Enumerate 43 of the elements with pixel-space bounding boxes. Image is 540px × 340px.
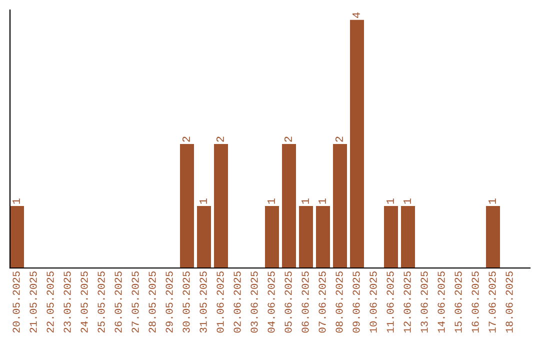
x-tick-label: 17.06.2025 [488,271,496,333]
x-tick-label: 10.06.2025 [370,271,377,333]
x-tick-label: 05.06.2025 [284,271,292,333]
x-tick-label: 20.05.2025 [12,271,20,333]
x-tick-label: 12.06.2025 [404,271,411,333]
x-tick-label: 11.06.2025 [386,271,394,333]
x-tick-label: 24.05.2025 [80,271,88,333]
data-label: 4 [352,12,360,18]
x-tick-label: 08.06.2025 [336,271,343,333]
x-tick-label: 29.05.2025 [166,271,173,333]
x-tick-label: 09.06.2025 [352,271,360,333]
x-tick-label: 01.06.2025 [216,271,224,333]
x-tick-label: 14.06.2025 [438,271,445,333]
x-tick-label: 16.06.2025 [472,271,479,333]
data-label: 1 [488,198,496,204]
data-label: 1 [12,198,20,204]
x-tick-label: 30.05.2025 [182,271,190,333]
x-tick-label: 06.06.2025 [302,271,309,333]
x-tick-label: 07.06.2025 [318,271,326,333]
x-tick-label: 28.05.2025 [148,271,156,333]
x-tick-label: 25.05.2025 [98,271,105,333]
x-tick-label: 21.05.2025 [30,271,37,333]
data-label: 1 [268,198,275,204]
data-label: 1 [200,198,207,204]
data-label: 1 [404,198,411,204]
x-tick-label: 26.05.2025 [114,271,122,333]
x-tick-label: 02.06.2025 [234,271,241,333]
data-label: 2 [284,136,292,142]
data-label: 2 [182,136,190,142]
data-label: 2 [335,136,343,142]
data-label: 1 [302,198,309,204]
x-tick-label: 23.05.2025 [64,271,71,333]
x-tick-label: 27.05.2025 [132,271,139,333]
x-tick-label: 15.06.2025 [454,271,462,333]
x-tick-label: 04.06.2025 [268,271,275,333]
data-label: 1 [318,198,326,204]
data-label: 1 [386,198,394,204]
data-label: 2 [216,136,224,142]
x-tick-label: 31.05.2025 [200,271,207,333]
x-tick-label: 22.05.2025 [46,271,54,333]
x-tick-label: 18.06.2025 [506,271,513,333]
x-tick-label: 03.06.2025 [250,271,258,333]
x-tick-label: 13.06.2025 [420,271,428,333]
